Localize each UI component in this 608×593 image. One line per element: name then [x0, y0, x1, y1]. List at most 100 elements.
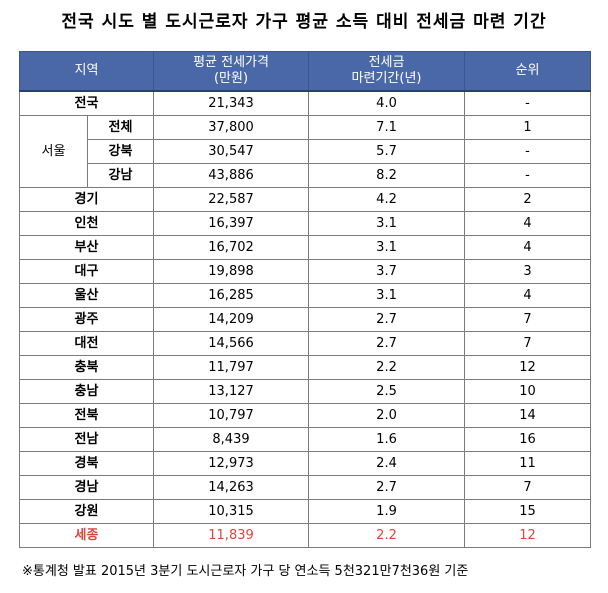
region-cell: 전국 — [18, 90, 155, 116]
header-avg-price: 평균 전세가격 (만원) — [153, 51, 310, 92]
period-cell: 1.9 — [308, 499, 466, 524]
price-cell: 30,547 — [153, 139, 310, 164]
table-row: 울산 16,285 3.1 4 — [18, 283, 592, 308]
rank-cell: 3 — [464, 259, 592, 284]
table-row-highlighted: 세종 11,839 2.2 12 — [18, 523, 592, 548]
period-cell: 2.0 — [308, 403, 466, 428]
rank-cell: 15 — [464, 499, 592, 524]
header-avg-price-line1: 평균 전세가격 — [193, 55, 269, 70]
region-cell: 경기 — [18, 187, 155, 212]
price-cell: 19,898 — [153, 259, 310, 284]
period-cell: 2.7 — [308, 475, 466, 500]
table-row: 인천 16,397 3.1 4 — [18, 211, 592, 236]
region-cell: 충북 — [18, 355, 155, 380]
rank-cell: 10 — [464, 379, 592, 404]
rank-cell: 2 — [464, 187, 592, 212]
period-cell: 3.1 — [308, 283, 466, 308]
header-avg-price-line2: (만원) — [213, 71, 249, 86]
rank-cell: 12 — [464, 523, 592, 548]
price-cell: 12,973 — [153, 451, 310, 476]
period-cell: 2.2 — [308, 355, 466, 380]
region-cell: 광주 — [18, 307, 155, 332]
header-period: 전세금 마련기간(년) — [308, 51, 466, 92]
period-cell: 4.2 — [308, 187, 466, 212]
rank-cell: 7 — [464, 475, 592, 500]
table-row: 강원 10,315 1.9 15 — [18, 499, 592, 524]
price-cell: 14,209 — [153, 307, 310, 332]
header-period-line1: 전세금 — [368, 55, 405, 70]
table-row: 전북 10,797 2.0 14 — [18, 403, 592, 428]
region-cell: 전북 — [18, 403, 155, 428]
region-cell: 강남 — [86, 163, 155, 188]
rank-cell: 16 — [464, 427, 592, 452]
period-cell: 4.0 — [308, 90, 466, 116]
rank-cell: - — [464, 163, 592, 188]
table-row: 전국 21,343 4.0 - — [18, 90, 592, 116]
price-cell: 14,263 — [153, 475, 310, 500]
region-cell: 대전 — [18, 331, 155, 356]
region-cell: 세종 — [18, 523, 155, 548]
region-cell: 경남 — [18, 475, 155, 500]
period-cell: 1.6 — [308, 427, 466, 452]
region-cell: 대구 — [18, 259, 155, 284]
table-row: 대구 19,898 3.7 3 — [18, 259, 592, 284]
table-row: 부산 16,702 3.1 4 — [18, 235, 592, 260]
rank-cell: 7 — [464, 331, 592, 356]
rank-cell: - — [464, 139, 592, 164]
period-cell: 2.7 — [308, 331, 466, 356]
region-cell: 경북 — [18, 451, 155, 476]
table-row: 충남 13,127 2.5 10 — [18, 379, 592, 404]
table-row: 강북 30,547 5.7 - — [20, 139, 592, 164]
table-row: 광주 14,209 2.7 7 — [18, 307, 592, 332]
seoul-group-cell: 서울 — [19, 115, 88, 188]
table-row: 충북 11,797 2.2 12 — [18, 355, 592, 380]
header-period-line2: 마련기간(년) — [351, 71, 422, 86]
source-footnote: ※통계청 발표 2015년 3분기 도시근로자 가구 당 연소득 5천321만7… — [22, 564, 469, 579]
price-cell: 43,886 — [153, 163, 310, 188]
region-cell: 강원 — [18, 499, 155, 524]
header-region: 지역 — [18, 51, 155, 92]
region-cell: 충남 — [18, 379, 155, 404]
price-cell: 22,587 — [153, 187, 310, 212]
price-cell: 11,797 — [153, 355, 310, 380]
rank-cell: 7 — [464, 307, 592, 332]
rank-cell: - — [464, 90, 592, 116]
table-row: 경남 14,263 2.7 7 — [18, 475, 592, 500]
header-rank: 순위 — [464, 51, 592, 92]
rank-cell: 11 — [464, 451, 592, 476]
period-cell: 7.1 — [308, 115, 466, 140]
period-cell: 5.7 — [308, 139, 466, 164]
region-cell: 부산 — [18, 235, 155, 260]
table-row: 강남 43,886 8.2 - — [20, 163, 592, 188]
table-title: 전국 시도 별 도시근로자 가구 평균 소득 대비 전세금 마련 기간 — [61, 12, 547, 32]
price-cell: 8,439 — [153, 427, 310, 452]
price-cell: 11,839 — [153, 523, 310, 548]
table-header-row: 지역 평균 전세가격 (만원) 전세금 마련기간(년) 순위 — [18, 51, 592, 92]
price-cell: 16,285 — [153, 283, 310, 308]
price-cell: 37,800 — [153, 115, 310, 140]
price-cell: 14,566 — [153, 331, 310, 356]
jeonse-period-table: 지역 평균 전세가격 (만원) 전세금 마련기간(년) 순위 전국 21,343… — [18, 51, 592, 548]
period-cell: 8.2 — [308, 163, 466, 188]
price-cell: 21,343 — [153, 90, 310, 116]
rank-cell: 1 — [464, 115, 592, 140]
rank-cell: 4 — [464, 235, 592, 260]
table-row: 대전 14,566 2.7 7 — [18, 331, 592, 356]
price-cell: 10,797 — [153, 403, 310, 428]
price-cell: 16,702 — [153, 235, 310, 260]
period-cell: 2.4 — [308, 451, 466, 476]
period-cell: 2.7 — [308, 307, 466, 332]
region-cell: 인천 — [18, 211, 155, 236]
region-cell: 전남 — [18, 427, 155, 452]
region-cell: 울산 — [18, 283, 155, 308]
period-cell: 3.1 — [308, 211, 466, 236]
rank-cell: 4 — [464, 283, 592, 308]
rank-cell: 14 — [464, 403, 592, 428]
period-cell: 3.7 — [308, 259, 466, 284]
period-cell: 2.5 — [308, 379, 466, 404]
rank-cell: 12 — [464, 355, 592, 380]
period-cell: 3.1 — [308, 235, 466, 260]
table-row: 경북 12,973 2.4 11 — [18, 451, 592, 476]
region-cell: 강북 — [86, 139, 155, 164]
table-row: 전남 8,439 1.6 16 — [18, 427, 592, 452]
